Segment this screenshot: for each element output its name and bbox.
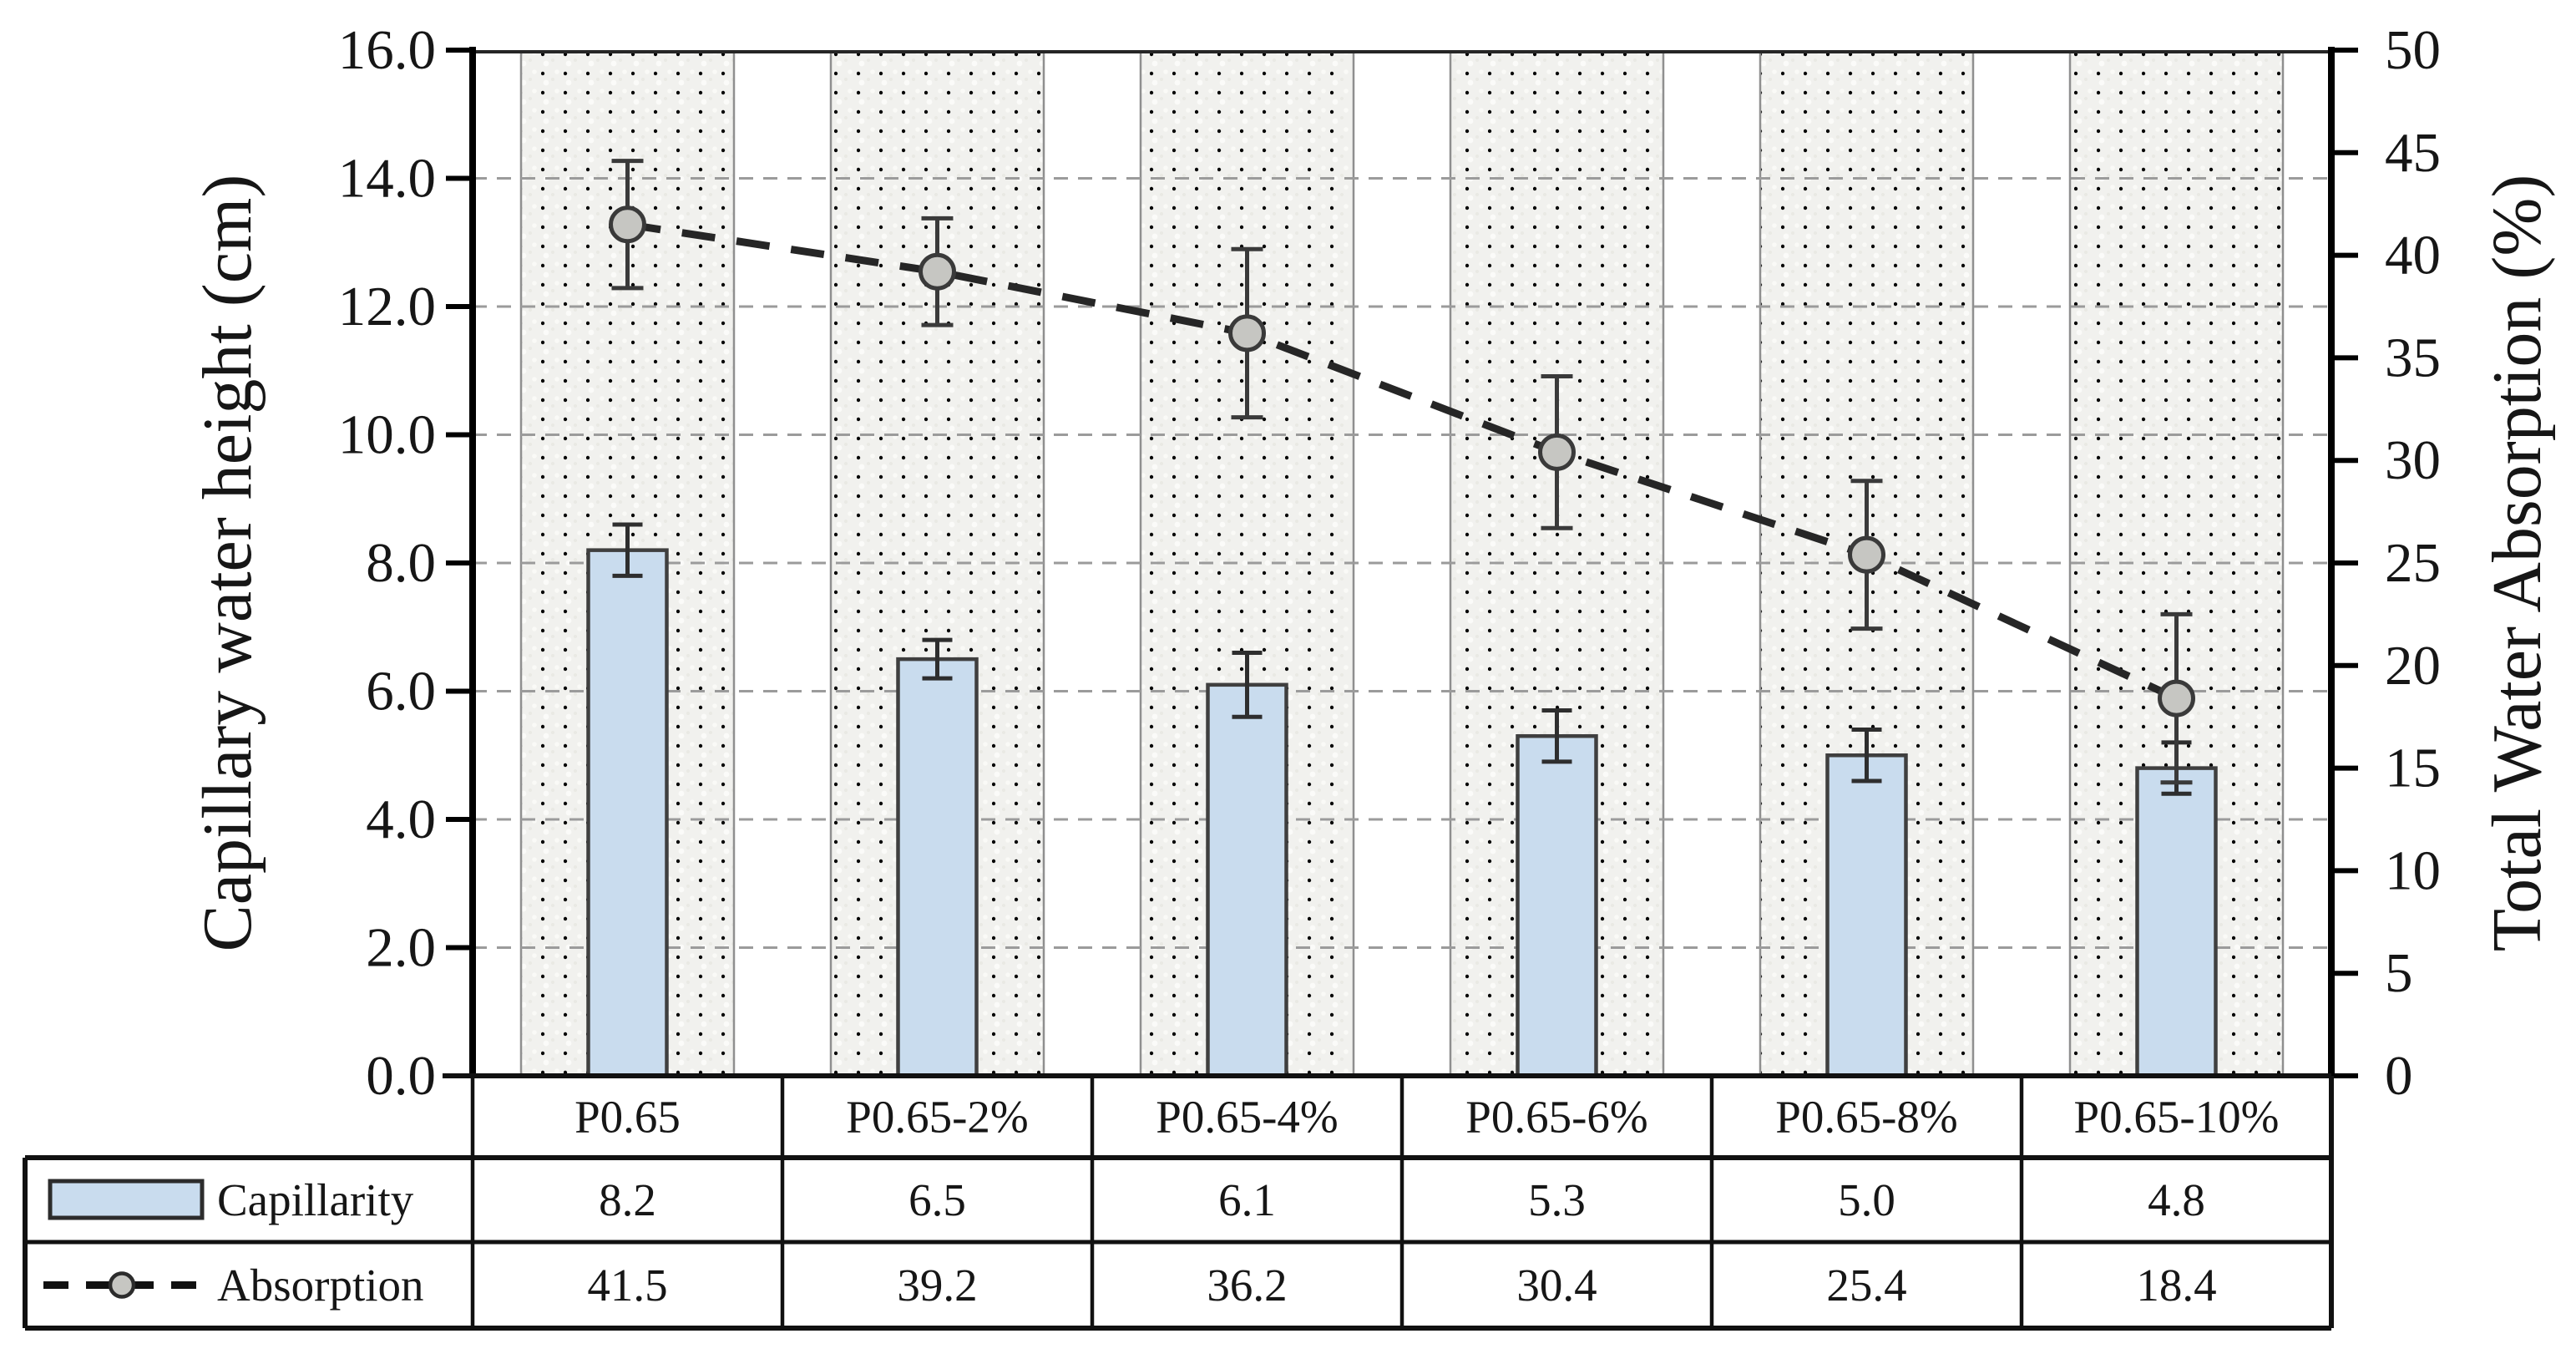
capillarity-value-cell: 8.2 (599, 1174, 656, 1225)
absorption-marker (1538, 433, 1576, 471)
category-label: P0.65-10% (2074, 1092, 2280, 1143)
left-tick-label: 0.0 (366, 1045, 436, 1107)
axes-and-ticks (446, 47, 2358, 1078)
capillarity-bar (1206, 682, 1288, 1078)
tick-labels: 0.0 2.0 4.0 6.0 8.0 10.0 12.0 14.0 16.0 0 5 10 15 20 2… (338, 19, 2441, 1107)
legend-series-label: Capillarity (217, 1174, 414, 1225)
absorption-dashed-line (626, 221, 2179, 702)
right-tick-label: 15 (2385, 738, 2441, 799)
right-axis-title: Total Water Absorption (%) (2478, 175, 2556, 952)
absorption-value-cell: 39.2 (897, 1260, 977, 1311)
category-bands (519, 50, 2285, 1078)
right-tick-label: 10 (2385, 839, 2441, 901)
capillarity-bar (1825, 753, 1908, 1078)
capillarity-value-cell: 6.1 (1218, 1174, 1276, 1225)
right-tick-label: 5 (2385, 942, 2413, 1004)
category-label: P0.65-6% (1465, 1092, 1647, 1143)
left-tick-label: 6.0 (366, 661, 436, 723)
absorption-marker (919, 252, 956, 291)
bottom-data-table: P0.65 P0.65-2% P0.65-4% P0.65-6% P0.65-8% P0.… (23, 1073, 2334, 1331)
left-tick-label: 8.0 (366, 532, 436, 594)
capillarity-value-cell: 5.3 (1528, 1174, 1586, 1225)
legend-series-label: Absorption (217, 1260, 424, 1311)
absorption-marker (1848, 535, 1885, 574)
capillarity-bar (896, 657, 979, 1078)
capillarity-value-cell: 4.8 (2148, 1174, 2205, 1225)
capillarity-bar-series (586, 522, 2218, 1078)
category-label: P0.65-4% (1156, 1092, 1338, 1143)
right-tick-label: 20 (2385, 635, 2441, 697)
absorption-value-cell: 41.5 (587, 1260, 667, 1311)
right-tick-label: 25 (2385, 532, 2441, 594)
absorption-line-series (609, 159, 2195, 785)
right-tick-label: 0 (2385, 1045, 2413, 1107)
right-tick-label: 45 (2385, 122, 2441, 184)
horizontal-gridlines (473, 177, 2331, 949)
left-tick-label: 12.0 (338, 276, 436, 337)
left-axis-title: Capillary water height (cm) (189, 175, 266, 952)
left-tick-label: 16.0 (338, 19, 436, 81)
capillarity-value-cell: 5.0 (1838, 1174, 1895, 1225)
absorption-marker (1228, 314, 1266, 352)
left-tick-label: 10.0 (338, 404, 436, 466)
legend-marker-sample (108, 1271, 136, 1299)
legend-bar-swatch (48, 1179, 205, 1220)
right-tick-label: 35 (2385, 327, 2441, 388)
left-tick-label: 4.0 (366, 789, 436, 850)
capillarity-bar (586, 548, 669, 1078)
absorption-marker (609, 205, 646, 244)
right-tick-label: 30 (2385, 429, 2441, 491)
right-tick-label: 40 (2385, 225, 2441, 287)
left-tick-label: 14.0 (338, 148, 436, 210)
category-label: P0.65-8% (1775, 1092, 1957, 1143)
left-tick-label: 2.0 (366, 917, 436, 979)
right-tick-label: 50 (2385, 19, 2441, 81)
absorption-value-cell: 18.4 (2136, 1260, 2216, 1311)
absorption-value-cell: 30.4 (1516, 1260, 1597, 1311)
absorption-value-cell: 36.2 (1207, 1260, 1287, 1311)
category-label: P0.65 (574, 1092, 681, 1143)
absorption-marker (2158, 679, 2195, 718)
capillarity-value-cell: 6.5 (908, 1174, 966, 1225)
absorption-value-cell: 25.4 (1826, 1260, 1906, 1311)
category-label: P0.65-2% (846, 1092, 1028, 1143)
capillarity-bar (1516, 733, 1598, 1078)
capillarity-bar (2135, 766, 2218, 1078)
